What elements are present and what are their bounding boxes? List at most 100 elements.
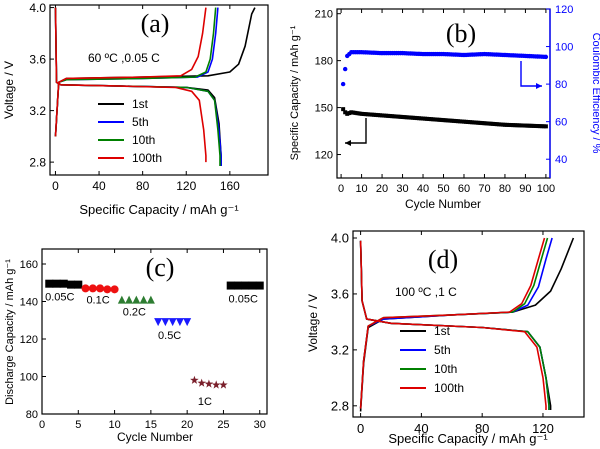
data-point <box>183 318 192 327</box>
capacity-point <box>355 111 360 116</box>
rate-label: 1C <box>198 396 212 408</box>
efficiency-point <box>543 54 549 60</box>
rate-label: 0.05C <box>229 294 258 306</box>
x-tick-label: 0 <box>39 419 45 431</box>
legend-label: 1st <box>434 324 451 338</box>
y-tick-label: 2.8 <box>331 398 349 413</box>
y-tick-label: 100 <box>20 371 38 383</box>
capacity-point <box>433 117 438 122</box>
capacity-point <box>451 118 456 123</box>
y-tick-label: 120 <box>315 149 333 161</box>
x-tick-label: 160 <box>220 179 240 193</box>
capacity-point <box>488 121 493 126</box>
capacity-point <box>529 123 534 128</box>
capacity-point <box>349 110 354 115</box>
x-axis-label: Cycle Number <box>405 197 481 211</box>
capacity-point <box>523 123 528 128</box>
x-tick-label: 100 <box>537 183 555 195</box>
capacity-point <box>443 118 448 123</box>
capacity-point <box>519 123 524 128</box>
capacity-point <box>431 117 436 122</box>
right-axis-arrowhead <box>536 83 542 89</box>
x-tick-label: 25 <box>217 419 229 431</box>
x-axis-label: Specific Capacity / mAh g⁻¹ <box>79 202 239 217</box>
data-point <box>190 375 199 384</box>
plot-frame <box>41 248 268 415</box>
capacity-point <box>459 119 464 124</box>
capacity-point <box>525 123 530 128</box>
plot-frame <box>352 230 585 418</box>
data-point <box>154 318 163 327</box>
capacity-point <box>453 119 458 124</box>
capacity-point <box>398 114 403 119</box>
capacity-point <box>361 111 366 116</box>
data-point <box>233 281 242 290</box>
x-tick-label: 0 <box>52 179 59 193</box>
x-tick-label: 80 <box>499 183 511 195</box>
capacity-point <box>439 117 444 122</box>
rate-label: 0.05C <box>45 292 74 304</box>
plot-frame <box>336 8 551 179</box>
capacity-point <box>388 114 393 119</box>
y-axis-label: Voltage / V <box>2 61 16 119</box>
plot-frame <box>49 4 269 176</box>
discharge-curve <box>359 240 547 410</box>
y-axis-label: Discharge Capacity / mAh g⁻¹ <box>4 259 16 405</box>
capacity-point <box>500 122 505 127</box>
x-tick-label: 5 <box>75 419 81 431</box>
capacity-point <box>535 124 540 129</box>
capacity-point <box>464 119 469 124</box>
capacity-point <box>447 118 452 123</box>
left-axis-arrow <box>345 118 367 144</box>
capacity-point <box>382 113 387 118</box>
data-point <box>175 318 184 327</box>
panel-letter: (c) <box>146 253 175 282</box>
rate-label: 0.1C <box>86 294 109 306</box>
capacity-point <box>537 124 542 129</box>
capacity-point <box>351 110 356 115</box>
capacity-point <box>396 114 401 119</box>
x-tick-label: 60 <box>458 183 470 195</box>
capacity-point <box>480 121 485 126</box>
x-tick-label: 30 <box>254 419 266 431</box>
x-tick-label: 20 <box>181 419 193 431</box>
charge-curve <box>359 237 546 409</box>
capacity-point <box>543 124 548 129</box>
capacity-point <box>394 114 399 119</box>
capacity-point <box>408 115 413 120</box>
data-point <box>248 281 257 290</box>
capacity-point <box>539 124 544 129</box>
rate-label: 0.2C <box>123 307 146 319</box>
capacity-point <box>373 112 378 117</box>
data-point <box>74 280 83 289</box>
capacity-point <box>449 118 454 123</box>
capacity-point <box>502 122 507 127</box>
capacity-point <box>386 113 391 118</box>
x-tick-label: 80 <box>475 421 489 436</box>
capacity-point <box>359 111 364 116</box>
capacity-point <box>421 116 426 121</box>
data-point <box>241 281 250 290</box>
capacity-point <box>410 115 415 120</box>
y-tick-label: 3.2 <box>29 104 46 118</box>
capacity-point <box>441 118 446 123</box>
capacity-point <box>509 123 514 128</box>
y-axis-label: Specific Capacity / mAh g⁻¹ <box>289 25 301 160</box>
data-point <box>255 281 264 290</box>
capacity-point <box>513 123 518 128</box>
capacity-point <box>406 115 411 120</box>
y-tick-label: 4.0 <box>331 231 349 246</box>
capacity-point <box>468 120 473 125</box>
capacity-point <box>380 113 385 118</box>
y-right-tick-label: 60 <box>555 117 567 129</box>
x-tick-label: 30 <box>396 183 408 195</box>
panel-letter: (a) <box>141 9 170 38</box>
capacity-point <box>504 122 509 127</box>
data-point <box>204 379 214 388</box>
y-right-tick-label: 40 <box>555 154 567 166</box>
y-axis-right-label: Coulombic Efficiency / % <box>590 33 600 154</box>
legend-label: 5th <box>132 115 149 129</box>
data-point <box>226 281 235 290</box>
capacity-point <box>347 111 352 116</box>
